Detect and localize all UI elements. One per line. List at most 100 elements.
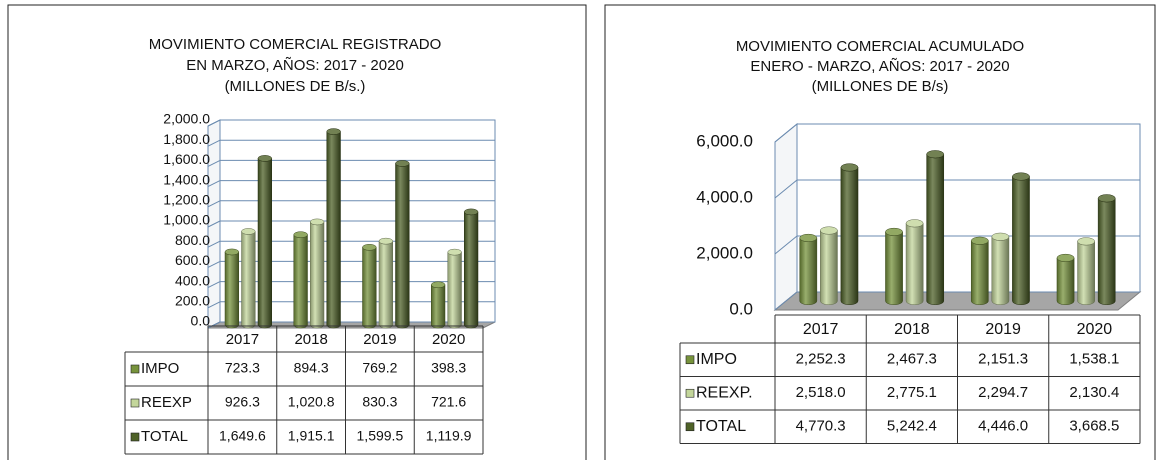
table-value: 2,294.7 — [978, 384, 1028, 401]
chart-title: (MILLONES DE B/s.) — [225, 78, 366, 95]
table-value: 1,119.9 — [426, 428, 472, 444]
bar-top — [378, 237, 393, 245]
bar — [395, 163, 410, 329]
panel-border — [7, 4, 587, 460]
bar-top — [1012, 172, 1030, 181]
table-value: 723.3 — [225, 360, 260, 376]
bar — [885, 231, 903, 306]
legend-key — [685, 355, 695, 365]
bar-top — [799, 233, 818, 242]
bar-top — [362, 244, 377, 251]
grid-line-side — [774, 235, 798, 255]
grid-line-side — [207, 301, 221, 309]
table-value: 769.2 — [362, 360, 397, 376]
legend-key — [685, 388, 695, 398]
chart-title: EN MARZO, AÑOS: 2017 - 2020 — [186, 57, 404, 74]
bar — [926, 154, 945, 306]
y-tick-label: 1,600.0 — [163, 151, 210, 167]
y-tick-label: 1,000.0 — [163, 212, 210, 228]
table-value: 2,151.3 — [978, 351, 1028, 368]
grid-line-side — [207, 240, 221, 248]
bar — [378, 241, 393, 329]
x-tick-label: 2017 — [803, 321, 839, 338]
table-value: 2,252.3 — [796, 351, 846, 368]
bar — [1056, 257, 1075, 306]
y-tick-label: 800.0 — [175, 232, 210, 248]
grid-line-side — [774, 179, 798, 199]
y-tick-label: 2,000.0 — [696, 243, 753, 262]
bar — [310, 221, 325, 329]
bar-top — [820, 226, 838, 235]
grid-line-side — [207, 159, 221, 167]
y-tick-label: 400.0 — [175, 272, 210, 288]
x-tick-label: 2017 — [226, 331, 259, 348]
table-value: 398.3 — [431, 360, 466, 376]
bar — [241, 231, 256, 329]
grid-line-side — [207, 119, 221, 127]
bar — [447, 252, 462, 329]
bar-top — [840, 163, 859, 172]
bar — [257, 158, 272, 329]
x-tick-label: 2018 — [894, 321, 930, 338]
bar-top — [1097, 194, 1116, 203]
legend-key — [130, 364, 140, 374]
bar — [464, 211, 479, 329]
bar-top — [257, 155, 272, 162]
table-value: 1,538.1 — [1069, 351, 1119, 368]
bar-top — [905, 219, 924, 228]
x-tick-label: 2019 — [985, 321, 1021, 338]
legend-key — [130, 398, 140, 408]
legend-label: IMPO — [141, 360, 179, 377]
table-value: 5,242.4 — [887, 418, 937, 435]
bar — [326, 131, 341, 329]
table-value: 2,467.3 — [887, 351, 937, 368]
bar-top — [447, 248, 462, 256]
bar-top — [326, 128, 341, 135]
bar — [224, 251, 239, 329]
table-value: 1,915.1 — [288, 428, 335, 444]
legend-label: REEXP — [141, 394, 192, 411]
x-tick-label: 2020 — [1077, 321, 1113, 338]
table-value: 926.3 — [225, 394, 260, 410]
table-value: 721.6 — [431, 394, 466, 410]
x-tick-label: 2018 — [294, 331, 327, 348]
grid-line-side — [774, 123, 798, 143]
y-tick-label: 4,000.0 — [696, 187, 753, 206]
bar-top — [970, 236, 989, 245]
legend-label: TOTAL — [696, 418, 746, 435]
bar-top — [293, 231, 308, 238]
grid-line-side — [207, 200, 221, 208]
bar-top — [1077, 237, 1095, 246]
bar-top — [241, 228, 256, 235]
bar — [799, 237, 818, 306]
legend-key — [130, 432, 140, 442]
chart-title: (MILLONES DE B/s) — [812, 78, 949, 95]
legend-label: REEXP. — [696, 384, 753, 401]
y-tick-label: 0.0 — [191, 313, 211, 329]
bar-top — [395, 160, 410, 167]
grid-line-side — [207, 281, 221, 289]
legend-key — [685, 422, 695, 432]
legend-label: TOTAL — [141, 428, 188, 445]
table-value: 2,130.4 — [1069, 384, 1119, 401]
bar-top — [885, 227, 903, 236]
side-wall — [774, 122, 798, 312]
grid-line-side — [207, 260, 221, 268]
table-value: 3,668.5 — [1069, 418, 1119, 435]
bar — [293, 234, 308, 329]
y-tick-label: 1,400.0 — [163, 171, 210, 187]
chart-title: MOVIMIENTO COMERCIAL ACUMULADO — [736, 38, 1024, 55]
table-value: 1,649.6 — [219, 428, 266, 444]
bar — [1012, 176, 1030, 306]
bar — [362, 247, 377, 329]
bar — [431, 284, 446, 329]
table-value: 1,020.8 — [288, 394, 335, 410]
table-value: 894.3 — [294, 360, 329, 376]
bar-top — [1056, 253, 1075, 262]
y-tick-label: 2,000.0 — [163, 111, 210, 127]
chart-title: MOVIMIENTO COMERCIAL REGISTRADO — [149, 36, 442, 53]
y-tick-label: 6,000.0 — [696, 131, 753, 150]
bar — [991, 236, 1010, 306]
